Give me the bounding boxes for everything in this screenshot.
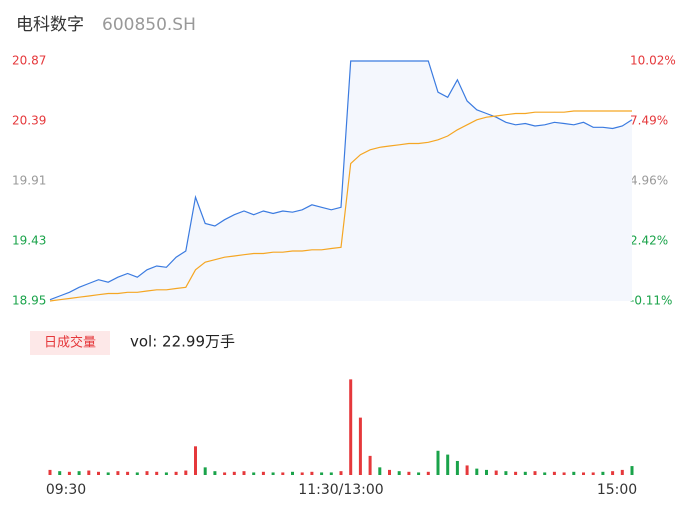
volume-bar	[184, 470, 188, 475]
volume-bar	[135, 472, 139, 475]
stock-name: 电科数字	[16, 15, 84, 35]
volume-bar	[116, 471, 120, 475]
volume-bar	[562, 472, 566, 475]
volume-bar	[67, 471, 71, 475]
x-tick-label: 15:00	[597, 482, 637, 498]
volume-bar	[194, 446, 197, 475]
y2-tick-label: 4.96%	[630, 173, 668, 187]
volume-bar	[426, 471, 430, 475]
volume-bar	[611, 471, 615, 475]
volume-bar	[310, 471, 314, 475]
volume-bar	[504, 471, 508, 475]
volume-bar	[465, 465, 469, 475]
volume-label-bg	[30, 331, 110, 355]
volume-bar	[97, 471, 100, 475]
volume-bar	[203, 467, 207, 475]
volume-bar	[407, 471, 411, 475]
volume-bar	[620, 469, 624, 475]
volume-bar	[339, 471, 343, 475]
volume-bar	[485, 469, 488, 475]
y2-tick-label: 10.02%	[630, 54, 676, 68]
y2-tick-label: -0.11%	[630, 294, 672, 308]
volume-bar	[349, 379, 353, 475]
volume-bar	[630, 466, 634, 475]
y-tick-label: 20.39	[12, 114, 46, 128]
volume-bar	[126, 471, 130, 475]
volume-bar	[582, 472, 585, 475]
volume-bar	[543, 472, 547, 475]
volume-bar	[417, 472, 421, 475]
volume-bar	[397, 471, 401, 475]
volume-bar	[106, 472, 110, 475]
average-line	[49, 110, 632, 302]
volume-bar	[601, 471, 605, 475]
volume-label: 日成交量	[44, 335, 96, 351]
price-line	[49, 60, 633, 301]
volume-bar	[174, 471, 178, 475]
y-tick-label: 20.87	[12, 54, 46, 68]
x-tick-label: 09:30	[46, 482, 86, 498]
volume-bar	[271, 472, 275, 475]
volume-bar	[155, 471, 159, 475]
volume-bar	[77, 471, 81, 475]
volume-bar	[446, 454, 450, 475]
volume-total: vol: 22.99万手	[130, 333, 235, 351]
y-tick-label: 18.95	[12, 294, 46, 308]
volume-bar	[300, 472, 304, 475]
volume-bar	[261, 471, 265, 475]
volume-bar	[514, 471, 518, 475]
volume-bar	[378, 467, 382, 475]
volume-bar	[494, 470, 498, 475]
y-tick-label: 19.43	[12, 234, 46, 248]
volume-bar	[164, 472, 168, 475]
volume-bar	[87, 470, 91, 475]
volume-bar	[455, 460, 459, 475]
volume-bar	[242, 471, 246, 475]
volume-bar	[320, 472, 324, 475]
volume-bar	[48, 469, 52, 475]
volume-bar	[145, 471, 149, 475]
y2-tick-label: 7.49%	[630, 113, 668, 127]
volume-bar	[533, 471, 537, 475]
y2-tick-label: 2.42%	[630, 234, 668, 248]
volume-bar	[223, 472, 227, 475]
volume-bar	[388, 469, 391, 475]
volume-bar	[436, 450, 440, 475]
x-tick-label: 11:30/13:00	[298, 482, 383, 498]
y-tick-label: 19.91	[12, 174, 46, 188]
volume-bar	[281, 472, 285, 475]
stock-code: 600850.SH	[102, 15, 196, 35]
volume-bar	[232, 471, 236, 475]
volume-bar	[252, 472, 256, 475]
volume-bar	[358, 417, 362, 475]
volume-bar	[58, 471, 62, 475]
volume-bar	[329, 472, 333, 475]
volume-bar	[368, 455, 372, 475]
volume-bar	[475, 468, 479, 475]
price-area	[50, 61, 632, 301]
volume-bar	[213, 471, 217, 475]
volume-bar	[591, 472, 595, 475]
volume-bar	[572, 471, 576, 475]
volume-bar	[291, 471, 294, 475]
volume-bar	[523, 471, 527, 475]
volume-bar	[552, 471, 556, 475]
